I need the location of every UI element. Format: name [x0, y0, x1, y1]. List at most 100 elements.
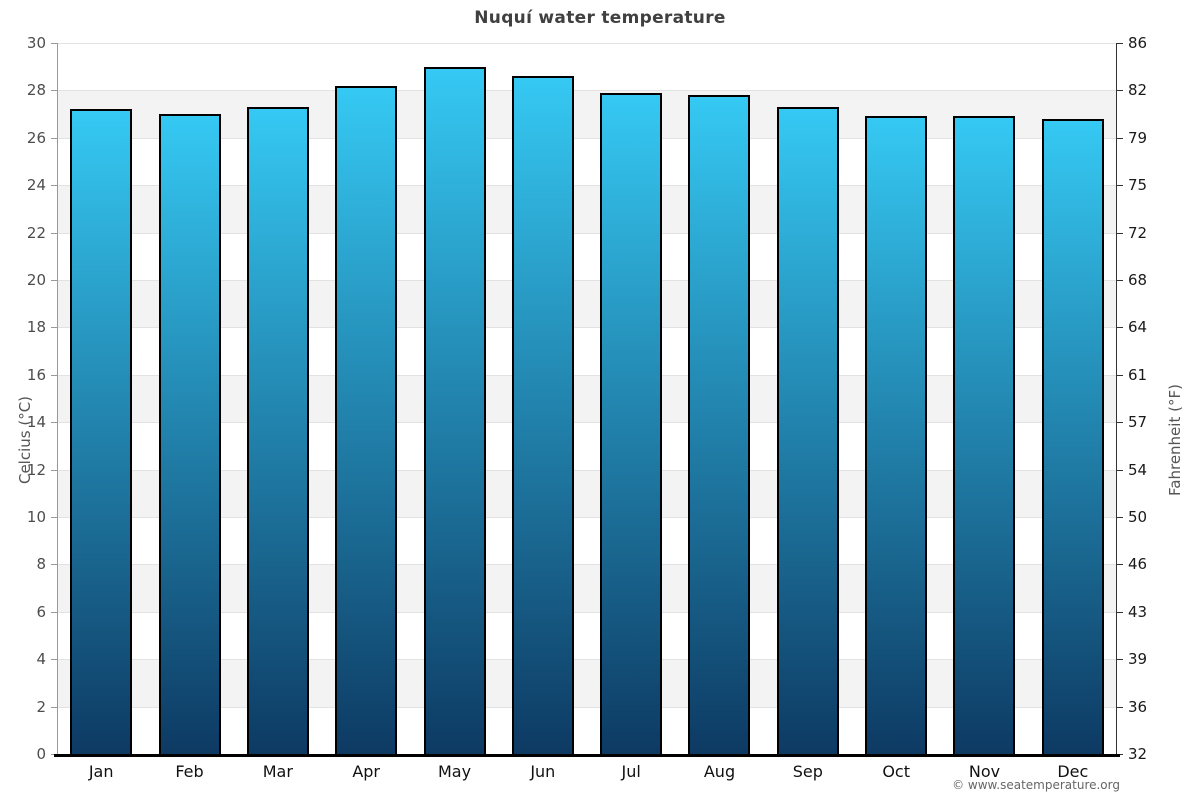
x-label-sep: Sep: [792, 762, 823, 781]
right-tick-mark: [1117, 564, 1123, 566]
celsius-tick-label: 6: [36, 602, 46, 621]
celsius-tick-label: 22: [26, 223, 46, 242]
right-tick-mark: [1117, 422, 1123, 424]
fahrenheit-tick-label: 64: [1128, 318, 1148, 337]
right-tick-mark: [1117, 611, 1123, 613]
left-tick-mark: [51, 659, 57, 661]
celsius-tick-label: 18: [26, 318, 46, 337]
fahrenheit-tick-label: 79: [1128, 128, 1148, 147]
right-tick-mark: [1117, 517, 1123, 518]
celsius-tick-label: 26: [26, 128, 46, 147]
fahrenheit-tick-label: 32: [1128, 745, 1148, 763]
right-tick-mark: [1117, 43, 1123, 44]
right-tick-mark: [1117, 469, 1123, 471]
x-label-jan: Jan: [88, 762, 114, 781]
bar-dec[interactable]: [1042, 118, 1104, 754]
left-tick-mark: [51, 137, 57, 139]
fahrenheit-tick-label: 68: [1128, 271, 1148, 289]
right-tick-mark: [1117, 232, 1123, 234]
right-tick-mark: [1117, 90, 1123, 92]
right-tick-mark: [1117, 754, 1123, 755]
left-tick-mark: [51, 232, 57, 234]
bar-mar[interactable]: [247, 107, 309, 754]
fahrenheit-tick-label: 39: [1128, 650, 1148, 669]
bar-jun[interactable]: [512, 76, 574, 754]
x-label-aug: Aug: [703, 762, 736, 781]
celsius-tick-label: 16: [26, 365, 46, 384]
grid-band: [57, 185, 1117, 233]
celsius-tick-label: 28: [26, 81, 46, 100]
grid-band: [57, 137, 1117, 186]
grid-band: [57, 280, 1117, 328]
celsius-tick-label: 0: [36, 745, 46, 763]
right-tick-mark: [1117, 374, 1123, 376]
fahrenheit-tick-label: 46: [1128, 555, 1148, 574]
x-label-feb: Feb: [175, 762, 204, 781]
x-label-may: May: [437, 762, 472, 781]
x-label-jul: Jul: [621, 762, 641, 781]
celsius-tick-label: 14: [26, 413, 46, 432]
fahrenheit-tick-label: 43: [1128, 602, 1148, 621]
celsius-tick-label: 24: [26, 176, 46, 195]
x-label-jun: Jun: [530, 762, 556, 781]
left-axis-title: Celcius (°C): [16, 395, 34, 485]
right-tick-mark: [1117, 327, 1123, 329]
left-tick-mark: [51, 564, 57, 566]
fahrenheit-tick-label: 82: [1128, 81, 1148, 100]
celsius-tick-label: 20: [26, 271, 46, 289]
x-axis-baseline: [54, 754, 1120, 757]
left-tick-mark: [51, 185, 57, 187]
grid-band: [57, 517, 1117, 565]
grid-band: [57, 659, 1117, 707]
grid-band: [57, 327, 1117, 375]
left-tick-mark: [51, 327, 57, 329]
x-label-dec: Dec: [1057, 762, 1089, 781]
fahrenheit-tick-label: 72: [1128, 223, 1148, 242]
celsius-tick-label: 2: [36, 697, 46, 716]
bar-feb[interactable]: [159, 114, 221, 754]
fahrenheit-tick-label: 54: [1128, 460, 1148, 479]
bar-jul[interactable]: [600, 92, 662, 754]
right-axis-title: Fahrenheit (°F): [1166, 384, 1184, 496]
fahrenheit-tick-label: 57: [1128, 413, 1148, 432]
right-axis-line: [1116, 43, 1117, 754]
grid-band: [57, 422, 1117, 470]
fahrenheit-tick-label: 36: [1128, 697, 1148, 716]
grid-band: [57, 43, 1117, 91]
fahrenheit-tick-label: 75: [1128, 176, 1148, 195]
celsius-tick-label: 8: [36, 555, 46, 574]
grid-band: [57, 706, 1117, 754]
bar-sep[interactable]: [777, 107, 839, 754]
bar-may[interactable]: [424, 66, 486, 754]
bar-apr[interactable]: [335, 85, 397, 754]
left-tick-mark: [51, 43, 57, 44]
celsius-tick-label: 10: [26, 508, 46, 526]
chart-title: Nuquí water temperature: [474, 8, 726, 28]
right-tick-mark: [1117, 185, 1123, 187]
x-label-oct: Oct: [882, 762, 910, 781]
grid-band: [57, 90, 1117, 138]
fahrenheit-tick-label: 86: [1128, 34, 1148, 52]
grid-band: [57, 564, 1117, 612]
grid-band: [57, 232, 1117, 280]
bar-aug[interactable]: [688, 95, 750, 754]
fahrenheit-tick-label: 50: [1128, 508, 1148, 526]
bar-jan[interactable]: [70, 109, 132, 754]
x-label-mar: Mar: [262, 762, 293, 781]
right-tick-mark: [1117, 706, 1123, 708]
bar-oct[interactable]: [865, 116, 927, 754]
plot-area: [57, 43, 1117, 754]
bar-nov[interactable]: [953, 116, 1015, 754]
right-tick-mark: [1117, 280, 1123, 281]
left-tick-mark: [51, 422, 57, 424]
grid-band: [57, 469, 1117, 517]
left-axis-line: [57, 43, 58, 754]
left-tick-mark: [51, 280, 57, 281]
right-tick-mark: [1117, 137, 1123, 139]
left-tick-mark: [51, 517, 57, 518]
celsius-tick-label: 30: [26, 34, 46, 52]
left-tick-mark: [51, 469, 57, 471]
grid-band: [57, 611, 1117, 660]
x-label-apr: Apr: [352, 762, 380, 781]
